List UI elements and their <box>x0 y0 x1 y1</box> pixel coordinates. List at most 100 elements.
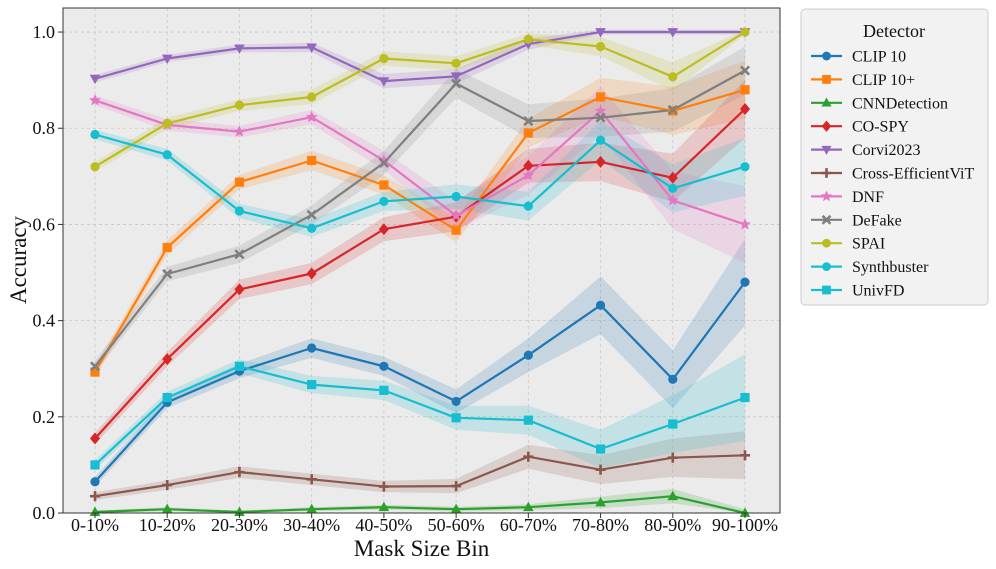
legend-entry-spai: SPAI <box>811 236 885 253</box>
series-markers <box>89 27 751 517</box>
point-univfd-30-40 <box>307 379 317 390</box>
point-defake-20-30 <box>234 249 245 260</box>
point-cnndetection-50-60 <box>450 503 462 514</box>
point-dnf-30-40 <box>305 110 318 123</box>
point-synthbuster-50-60 <box>451 191 461 202</box>
point-dnf-20-30 <box>233 125 246 137</box>
point-spai-0-10 <box>90 162 100 172</box>
legend-title: Detector <box>863 21 925 41</box>
legend-marker-spai <box>822 238 831 248</box>
point-clip-10-30-40 <box>307 343 317 353</box>
line-clip-10 <box>94 281 746 483</box>
point-clip-10-20-30 <box>234 177 245 187</box>
point-spai-90-100 <box>740 27 750 37</box>
legend-label-co-spy: CO-SPY <box>852 119 909 136</box>
y-tick-label-4: 0.8 <box>33 118 56 138</box>
point-synthbuster-0-10 <box>90 129 100 140</box>
legend-marker-synthbuster <box>822 262 831 271</box>
point-corvi2023-30-40 <box>306 43 317 53</box>
line-co-spy <box>94 108 746 440</box>
band-co-spy <box>95 80 745 445</box>
legend-label-defake: DeFake <box>852 212 902 229</box>
y-tick-label-3: 0.6 <box>33 214 56 234</box>
point-corvi2023-40-50 <box>378 77 390 87</box>
point-spai-30-40 <box>307 92 317 102</box>
point-clip-10-50-60 <box>451 225 461 235</box>
legend-label-cnndetection: CNNDetection <box>852 95 948 112</box>
point-corvi2023-80-90 <box>667 28 679 38</box>
x-tick-label-50-60: 50-60% <box>428 515 485 535</box>
legend-marker-dnf <box>820 190 833 202</box>
x-tick-label-10-20: 10-20% <box>139 515 196 535</box>
legend-box <box>800 8 989 306</box>
point-clip-10-80-90 <box>668 374 678 384</box>
point-spai-40-50 <box>379 53 389 64</box>
point-univfd-50-60 <box>451 413 461 423</box>
point-clip-10-70-80 <box>595 300 606 310</box>
point-cnndetection-40-50 <box>378 501 390 512</box>
legend-marker-cross-efficientvit <box>821 168 832 178</box>
point-spai-20-30 <box>234 100 245 110</box>
point-synthbuster-30-40 <box>307 223 317 233</box>
x-tick-label-0-10: 0-10% <box>71 515 119 535</box>
point-cnndetection-90-100 <box>739 507 751 517</box>
point-cross-efficientvit-60-70 <box>523 451 534 462</box>
legend-marker-defake <box>821 214 832 225</box>
point-co-spy-30-40 <box>306 267 317 280</box>
x-tick-label-30-40: 30-40% <box>283 515 340 535</box>
line-dnf <box>94 99 746 226</box>
point-univfd-10-20 <box>162 392 172 403</box>
line-synthbuster <box>94 133 746 230</box>
point-cross-efficientvit-90-100 <box>739 450 751 461</box>
legend-entry-corvi2023: Corvi2023 <box>811 142 920 159</box>
point-dnf-60-70 <box>522 169 535 181</box>
point-univfd-0-10 <box>90 460 100 470</box>
point-cross-efficientvit-30-40 <box>306 474 317 485</box>
band-clip-10 <box>95 60 745 378</box>
x-tick-label-70-80: 70-80% <box>572 515 629 535</box>
legend-label-spai: SPAI <box>852 236 885 253</box>
y-tick-label-2: 0.4 <box>33 311 56 331</box>
band-spai <box>95 29 745 172</box>
point-co-spy-20-30 <box>234 283 245 296</box>
point-defake-60-70 <box>523 115 534 127</box>
point-clip-10-30-40 <box>307 155 317 166</box>
legend-marker-univfd <box>822 285 831 295</box>
point-clip-10-70-80 <box>595 92 606 102</box>
point-univfd-70-80 <box>595 444 606 454</box>
legend-marker-clip-10 <box>822 75 831 84</box>
y-tick-label-5: 1.0 <box>33 22 56 42</box>
legend-marker-corvi2023 <box>821 145 832 155</box>
line-cnndetection <box>94 495 746 515</box>
point-cnndetection-70-80 <box>595 496 606 507</box>
line-spai <box>94 31 746 168</box>
point-clip-10-60-70 <box>523 350 533 360</box>
legend-entry-co-spy: CO-SPY <box>811 119 909 136</box>
point-co-spy-10-20 <box>162 353 173 366</box>
x-tick-label-60-70: 60-70% <box>500 515 557 535</box>
point-co-spy-60-70 <box>523 159 534 172</box>
point-univfd-60-70 <box>523 415 533 425</box>
legend-entry-defake: DeFake <box>811 212 902 229</box>
point-clip-10-40-50 <box>379 361 389 371</box>
point-defake-30-40 <box>306 209 317 220</box>
legend-entry-synthbuster: Synthbuster <box>811 259 929 276</box>
point-corvi2023-0-10 <box>89 74 101 85</box>
point-cross-efficientvit-20-30 <box>234 467 245 478</box>
legend-label-univfd: UnivFD <box>852 283 904 300</box>
line-clip-10 <box>94 88 746 373</box>
x-tick-label-40-50: 40-50% <box>355 515 412 535</box>
point-clip-10-90-100 <box>740 277 750 287</box>
point-co-spy-80-90 <box>667 171 678 184</box>
point-co-spy-0-10 <box>89 432 101 445</box>
point-defake-40-50 <box>378 157 389 168</box>
point-cnndetection-60-70 <box>523 501 534 512</box>
legend-entries: CLIP 10 CLIP 10+ CNNDetection CO-SPY Corvi20… <box>811 49 975 300</box>
point-synthbuster-80-90 <box>668 183 678 193</box>
point-defake-0-10 <box>89 361 101 372</box>
point-cross-efficientvit-80-90 <box>667 452 678 463</box>
point-cross-efficientvit-10-20 <box>162 480 173 491</box>
point-dnf-90-100 <box>739 218 751 230</box>
y-tick-labels: 0.0 0.2 0.4 0.6 0.8 1.0 <box>33 22 63 523</box>
